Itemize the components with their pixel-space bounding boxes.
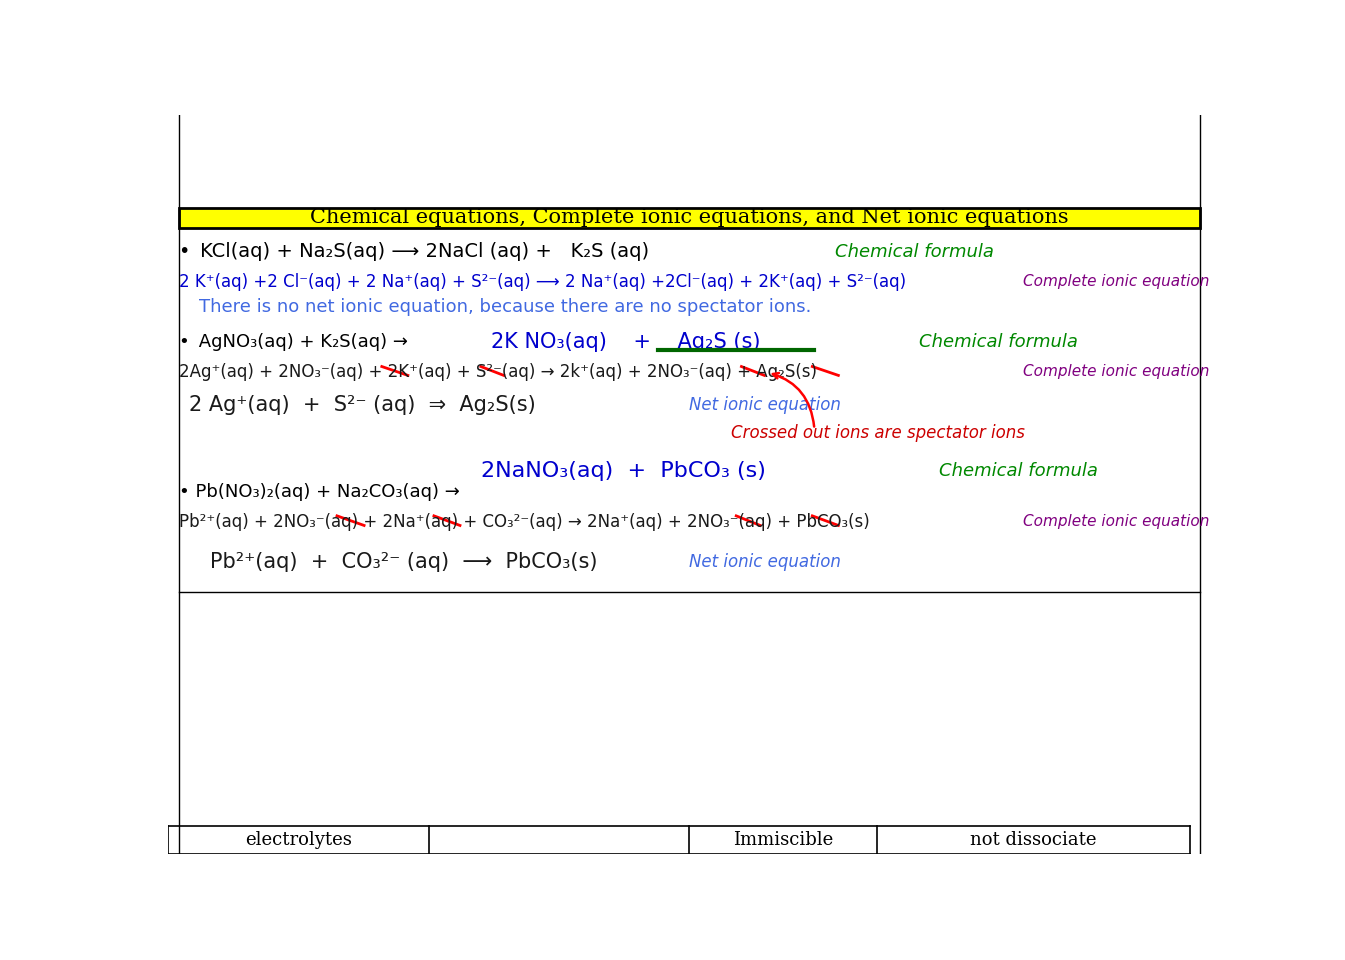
- Text: not dissociate: not dissociate: [970, 831, 1096, 850]
- Text: Net ionic equation: Net ionic equation: [689, 553, 841, 571]
- Text: Chemical formula: Chemical formula: [835, 243, 994, 261]
- Text: 2NaNO₃(aq)  +  PbCO₃ (s): 2NaNO₃(aq) + PbCO₃ (s): [482, 462, 765, 482]
- Text: Chemical formula: Chemical formula: [919, 333, 1077, 351]
- Text: Chemical equations, Complete ionic equations, and Net ionic equations: Chemical equations, Complete ionic equat…: [309, 207, 1069, 227]
- Text: 2Ag⁺(aq) + 2NO₃⁻(aq) + 2K⁺(aq) + S²⁻(aq) → 2k⁺(aq) + 2NO₃⁻(aq) + Ag₂S(s): 2Ag⁺(aq) + 2NO₃⁻(aq) + 2K⁺(aq) + S²⁻(aq)…: [179, 363, 816, 381]
- Text: Immiscible: Immiscible: [733, 831, 834, 850]
- Text: Crossed out ions are spectator ions: Crossed out ions are spectator ions: [732, 424, 1025, 442]
- Bar: [179, 207, 1200, 228]
- Text: 2 Ag⁺(aq)  +  S²⁻ (aq)  ⇒  Ag₂S(s): 2 Ag⁺(aq) + S²⁻ (aq) ⇒ Ag₂S(s): [188, 395, 535, 415]
- Text: Pb²⁺(aq)  +  CO₃²⁻ (aq)  ⟶  PbCO₃(s): Pb²⁺(aq) + CO₃²⁻ (aq) ⟶ PbCO₃(s): [210, 552, 597, 572]
- Text: There is no net ionic equation, because there are no spectator ions.: There is no net ionic equation, because …: [199, 299, 812, 317]
- Text: • AgNO₃(aq) + K₂S(aq) →: • AgNO₃(aq) + K₂S(aq) →: [179, 333, 408, 351]
- Text: Complete ionic equation: Complete ionic equation: [1022, 515, 1209, 529]
- Text: 2K NO₃(aq)    +    Ag₂S (s): 2K NO₃(aq) + Ag₂S (s): [491, 332, 761, 352]
- Text: Net ionic equation: Net ionic equation: [689, 396, 841, 414]
- Text: • Pb(NO₃)₂(aq) + Na₂CO₃(aq) →: • Pb(NO₃)₂(aq) + Na₂CO₃(aq) →: [179, 483, 460, 501]
- Text: Complete ionic equation: Complete ionic equation: [1022, 274, 1209, 289]
- Text: electrolytes: electrolytes: [245, 831, 352, 850]
- Text: Pb²⁺(aq) + 2NO₃⁻(aq) + 2Na⁺(aq) + CO₃²⁻(aq) → 2Na⁺(aq) + 2NO₃⁻(aq) + PbCO₃(s): Pb²⁺(aq) + 2NO₃⁻(aq) + 2Na⁺(aq) + CO₃²⁻(…: [179, 513, 869, 531]
- Text: • KCl(aq) + Na₂S(aq) ⟶ 2NaCl (aq) +   K₂S (aq): • KCl(aq) + Na₂S(aq) ⟶ 2NaCl (aq) + K₂S …: [179, 243, 648, 261]
- Text: Chemical formula: Chemical formula: [939, 463, 1099, 481]
- Text: Complete ionic equation: Complete ionic equation: [1022, 364, 1209, 379]
- Text: 2 K⁺(aq) +2 Cl⁻(aq) + 2 Na⁺(aq) + S²⁻(aq) ⟶ 2 Na⁺(aq) +2Cl⁻(aq) + 2K⁺(aq) + S²⁻(: 2 K⁺(aq) +2 Cl⁻(aq) + 2 Na⁺(aq) + S²⁻(aq…: [179, 273, 905, 291]
